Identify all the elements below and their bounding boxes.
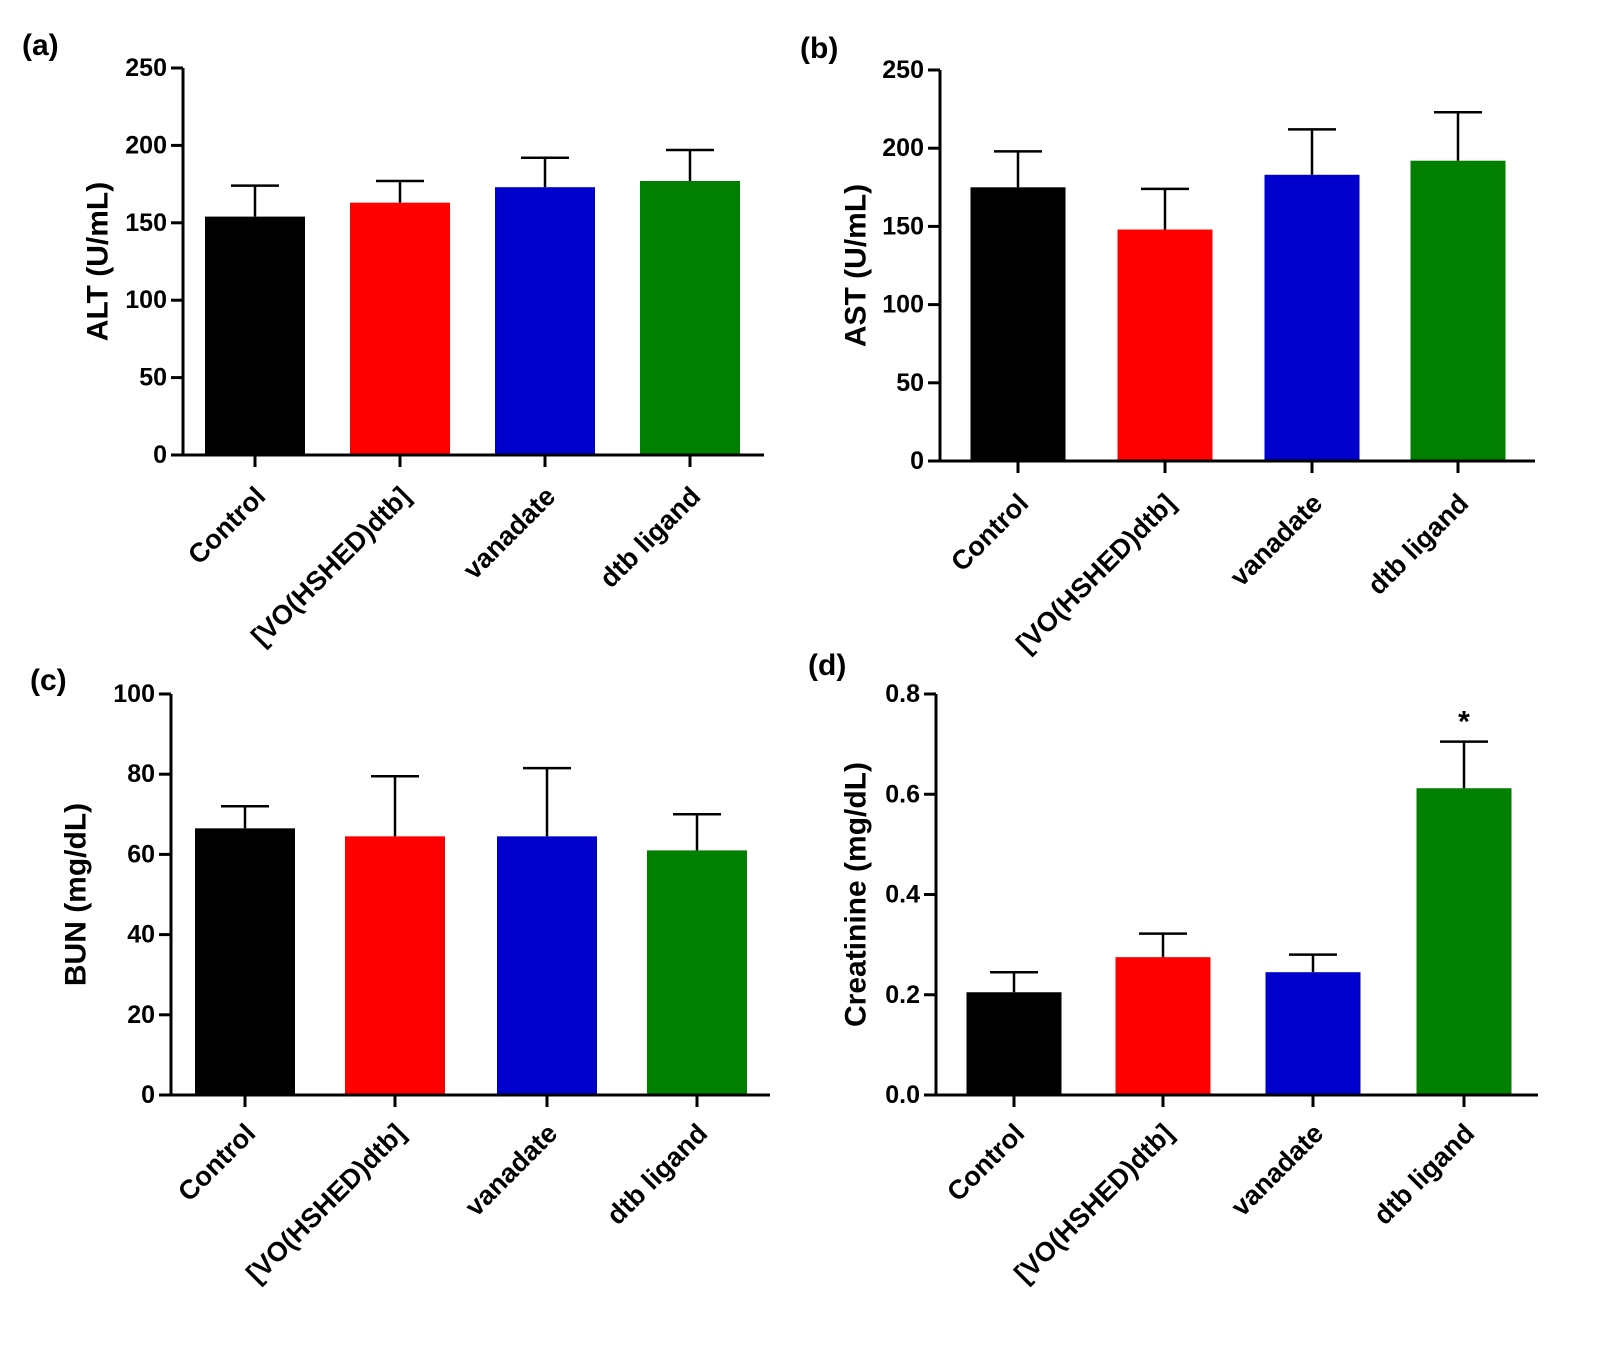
bar (1416, 788, 1512, 1095)
bar (205, 216, 305, 455)
x-category-label: Control (182, 481, 271, 570)
bar (640, 181, 740, 455)
y-tick-label: 100 (113, 680, 155, 708)
x-category-label: Control (945, 488, 1034, 577)
y-tick-label: 0 (910, 447, 924, 475)
x-category-label: vanadate (457, 481, 561, 585)
x-category-label: dtb ligand (594, 481, 706, 593)
x-category-label: Control (172, 1118, 261, 1207)
bar (1115, 957, 1211, 1095)
bar (350, 202, 450, 455)
y-tick-label: 100 (125, 286, 167, 314)
y-axis-title: Creatinine (mg/dL) (840, 762, 873, 1027)
x-category-label: [VO(HSHED)dtb] (245, 481, 416, 652)
panel-label: (d) (808, 649, 846, 682)
y-tick-label: 80 (127, 760, 155, 788)
x-category-label: Control (941, 1118, 1030, 1207)
y-tick-label: 100 (882, 291, 924, 319)
bar (495, 187, 595, 456)
x-category-label: vanadate (459, 1118, 563, 1222)
y-tick-label: 200 (125, 131, 167, 159)
y-tick-label: 250 (125, 54, 167, 82)
bar (195, 828, 295, 1095)
y-tick-label: 200 (882, 134, 924, 162)
y-axis-title: ALT (U/mL) (82, 182, 115, 341)
bar (647, 850, 747, 1095)
bar (497, 836, 597, 1095)
panel-b: (b) AST (U/mL) 0 50 100 150 200 250 Control[VO(H… (800, 32, 1535, 659)
x-category-label: dtb ligand (1362, 488, 1474, 600)
y-tick-label: 0.6 (885, 780, 920, 808)
y-tick-label: 60 (127, 840, 155, 868)
panel-label: (b) (800, 32, 838, 65)
panel-a: (a) ALT (U/mL) 0 50 100 150 200 250 Control[VO(H… (22, 29, 764, 652)
x-category-label: [VO(HSHED)dtb] (1008, 1118, 1179, 1289)
y-tick-label: 50 (896, 369, 924, 397)
y-tick-label: 0.0 (885, 1081, 920, 1109)
y-tick-label: 0 (141, 1081, 155, 1109)
panel-d: (d) Creatinine (mg/dL) * 0.0 0.2 0.4 0.6 0.8 Con… (808, 649, 1538, 1289)
y-tick-label: 150 (882, 212, 924, 240)
bar (1264, 174, 1360, 461)
x-category-label: vanadate (1224, 488, 1328, 592)
x-category-label: [VO(HSHED)dtb] (1010, 488, 1181, 659)
bar (1410, 160, 1506, 461)
x-category-label: dtb ligand (1368, 1118, 1480, 1230)
bar (966, 992, 1062, 1095)
y-tick-label: 40 (127, 921, 155, 949)
y-axis-title: BUN (mg/dL) (60, 803, 93, 986)
y-tick-label: 50 (139, 364, 167, 392)
y-axis-title: AST (U/mL) (840, 184, 873, 347)
y-tick-label: 0.2 (885, 981, 920, 1009)
y-tick-label: 0.8 (885, 680, 920, 708)
bar (1117, 229, 1213, 461)
x-category-label: dtb ligand (601, 1118, 713, 1230)
panel-label: (c) (30, 664, 67, 697)
bar (345, 836, 445, 1095)
y-tick-label: 20 (127, 1001, 155, 1029)
y-tick-label: 0 (153, 441, 167, 469)
bar (970, 187, 1066, 462)
panel-c: (c) BUN (mg/dL) 0 20 40 60 80 100 Control[VO(HSH… (30, 664, 770, 1289)
y-tick-label: 250 (882, 56, 924, 84)
x-category-label: [VO(HSHED)dtb] (240, 1118, 411, 1289)
x-category-label: vanadate (1225, 1118, 1329, 1222)
significance-marker: * (1458, 706, 1470, 739)
panel-label: (a) (22, 29, 59, 62)
y-tick-label: 150 (125, 209, 167, 237)
y-tick-label: 0.4 (885, 881, 920, 909)
bar (1265, 972, 1361, 1095)
